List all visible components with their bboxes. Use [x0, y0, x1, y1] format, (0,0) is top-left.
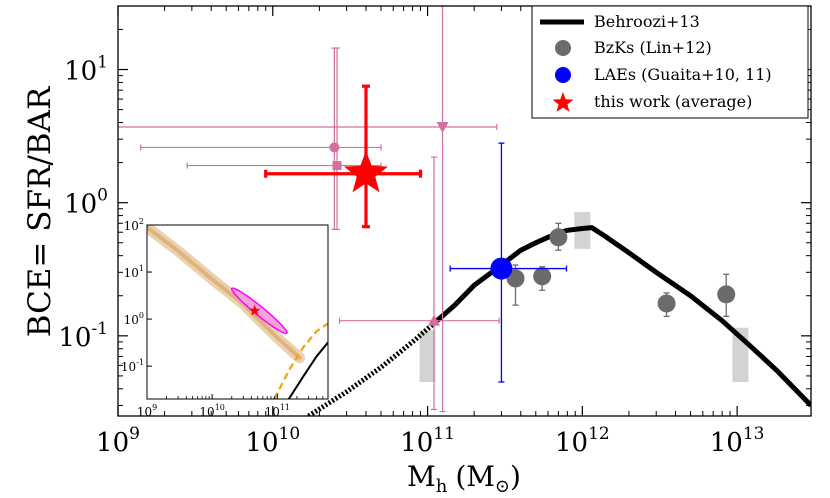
inset-y-tick-label: 101	[124, 264, 144, 280]
pink-point-square	[332, 161, 342, 171]
legend-bzk-marker	[555, 40, 571, 56]
y-tick-label-base: 10	[64, 190, 97, 220]
inset-y-tick-label-base: 10	[124, 266, 139, 280]
y-tick-label: 10-1	[58, 319, 108, 353]
x-tick-label-exp: 13	[743, 424, 765, 444]
inset-y-tick-label: 102	[124, 217, 144, 233]
legend-label-thiswork: this work (average)	[594, 92, 752, 111]
x-axis-label-unit-close: )	[510, 460, 521, 493]
y-tick-label-base: 10	[64, 57, 97, 87]
x-tick-label: 1013	[710, 424, 765, 458]
x-tick-label-exp: 11	[433, 424, 455, 444]
inset-x-tick-label-exp: 11	[280, 403, 290, 412]
x-tick-label-base: 10	[400, 428, 433, 458]
x-tick-label-base: 10	[245, 428, 278, 458]
x-tick-label: 109	[96, 424, 140, 458]
x-tick-label-exp: 10	[279, 424, 301, 444]
x-tick-label-exp: 9	[129, 424, 140, 444]
inset-x-tick-label-exp: 9	[152, 403, 157, 412]
inset-dashed-curve	[273, 322, 328, 399]
x-axis-label-unit-sub: ⊙	[495, 476, 510, 497]
inset-x-tick-label: 109	[137, 403, 157, 419]
x-tick-label-base: 10	[96, 428, 129, 458]
inset-y-tick-label-base: 10	[124, 219, 139, 233]
x-axis-label-unit-open: (M	[455, 460, 495, 493]
inset-x-tick-label: 1010	[199, 403, 224, 419]
legend: Behroozi+13 BzKs (Lin+12) LAEs (Guaita+1…	[531, 5, 809, 119]
x-axis-label: Mh (M⊙)	[407, 460, 521, 497]
bzk-point	[717, 285, 736, 304]
legend-box	[531, 5, 809, 119]
this-work-star	[344, 150, 388, 193]
inset-frame	[146, 224, 329, 400]
inset-x-tick-label-base: 10	[199, 405, 214, 419]
inset-x-tick-label: 1011	[265, 403, 290, 419]
legend-star-marker	[552, 92, 574, 112]
inset-x-tick-label-base: 10	[265, 405, 280, 419]
inset-x-tick-label-base: 10	[137, 405, 152, 419]
inset-y-tick-label: 10-1	[121, 358, 144, 374]
x-tick-label-base: 10	[555, 428, 588, 458]
bzk-point	[533, 267, 552, 286]
inset-y-tick-label-exp: 0	[139, 311, 144, 320]
y-tick-label-base: 10	[58, 323, 91, 353]
y-tick-label: 101	[64, 53, 108, 87]
inset-y-tick-label-base: 10	[124, 313, 139, 327]
x-axis-label-sub: h	[436, 476, 448, 497]
bzk-point	[549, 228, 568, 247]
x-tick-label: 1011	[400, 424, 455, 458]
y-tick-label-exp: 0	[97, 186, 108, 206]
pink-point-triangle-up	[427, 314, 440, 326]
inset-y-tick-label-base: 10	[121, 360, 136, 374]
inset-star	[249, 304, 261, 316]
y-axis-label: BCE= SFR/BAR	[22, 85, 58, 337]
pink-point-triangle-down	[436, 122, 449, 134]
y-tick-label-exp: -1	[91, 319, 108, 339]
legend-label-bzk: BzKs (Lin+12)	[594, 38, 712, 57]
inset-y-tick-label-exp: 1	[139, 264, 144, 273]
inset-x-tick-label-exp: 10	[215, 403, 225, 412]
x-axis-label-main: M	[407, 460, 436, 493]
grey-band	[419, 330, 436, 383]
legend-label-lae: LAEs (Guaita+10, 11)	[594, 65, 772, 84]
inset-y-tick-label-exp: -1	[136, 358, 144, 367]
x-tick-label-exp: 12	[588, 424, 610, 444]
lae-point	[490, 257, 513, 280]
pink-point-circle	[329, 142, 340, 153]
inset-y-tick-label: 100	[124, 311, 144, 327]
inset-degeneracy-core	[147, 225, 302, 360]
x-tick-label: 1010	[245, 424, 300, 458]
legend-label-behroozi: Behroozi+13	[594, 12, 700, 31]
y-tick-label-exp: 1	[97, 53, 108, 73]
x-tick-label-base: 10	[710, 428, 743, 458]
y-tick-label: 100	[64, 186, 108, 220]
x-tick-label: 1012	[555, 424, 610, 458]
legend-lae-marker	[555, 67, 571, 83]
inset-y-tick-label-exp: 2	[139, 217, 144, 226]
behroozi-curve	[435, 225, 811, 408]
bzk-point	[657, 294, 676, 313]
plot-frame	[117, 5, 812, 417]
inset-black-curve	[287, 341, 328, 399]
